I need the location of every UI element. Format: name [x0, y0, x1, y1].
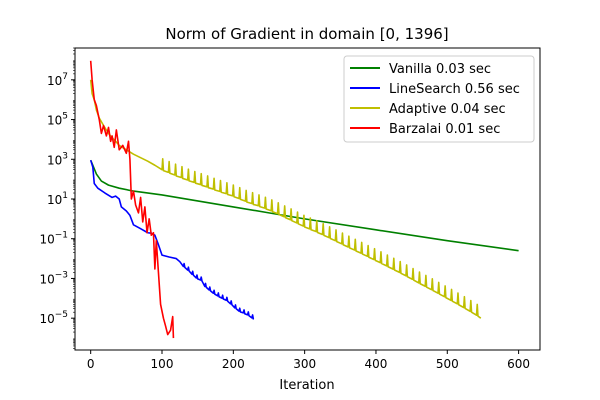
y-tick-label: 103 — [47, 151, 68, 167]
y-tick-label: 10−1 — [39, 231, 68, 247]
y-tick-label: 10−5 — [39, 310, 68, 326]
x-tick-label: 200 — [222, 357, 245, 371]
legend-box — [343, 55, 535, 143]
series-line-1 — [89, 159, 255, 320]
x-tick-label: 600 — [507, 357, 530, 371]
series-line-0 — [89, 159, 519, 252]
legend-label: LineSearch 0.56 sec — [389, 82, 520, 97]
series-line-3 — [89, 60, 175, 339]
x-tick-label: 0 — [87, 357, 95, 371]
series-line-2 — [89, 79, 482, 319]
legend-label: Adaptive 0.04 sec — [389, 102, 506, 117]
chart-title: Norm of Gradient in domain [0, 1396] — [165, 25, 448, 43]
x-axis: 0 100 200 300 400 500 600 — [87, 350, 530, 371]
y-tick-label: 107 — [47, 72, 68, 88]
y-tick-label: 101 — [47, 191, 68, 207]
x-tick-label: 100 — [151, 357, 174, 371]
plot-lines — [89, 60, 519, 339]
x-tick-label: 400 — [365, 357, 388, 371]
legend-label: Barzalai 0.01 sec — [389, 122, 500, 137]
x-tick-label: 300 — [293, 357, 316, 371]
legend-label: Vanilla 0.03 sec — [389, 62, 491, 77]
x-axis-label: Iteration — [279, 378, 334, 393]
y-tick-label: 10−3 — [39, 270, 68, 286]
legend: Vanilla 0.03 sec LineSearch 0.56 sec Adapt… — [343, 55, 535, 143]
y-tick-label: 105 — [47, 112, 68, 128]
x-tick-label: 500 — [436, 357, 459, 371]
y-axis: 10−5 10−3 10−1 101 103 105 107 — [39, 47, 75, 349]
